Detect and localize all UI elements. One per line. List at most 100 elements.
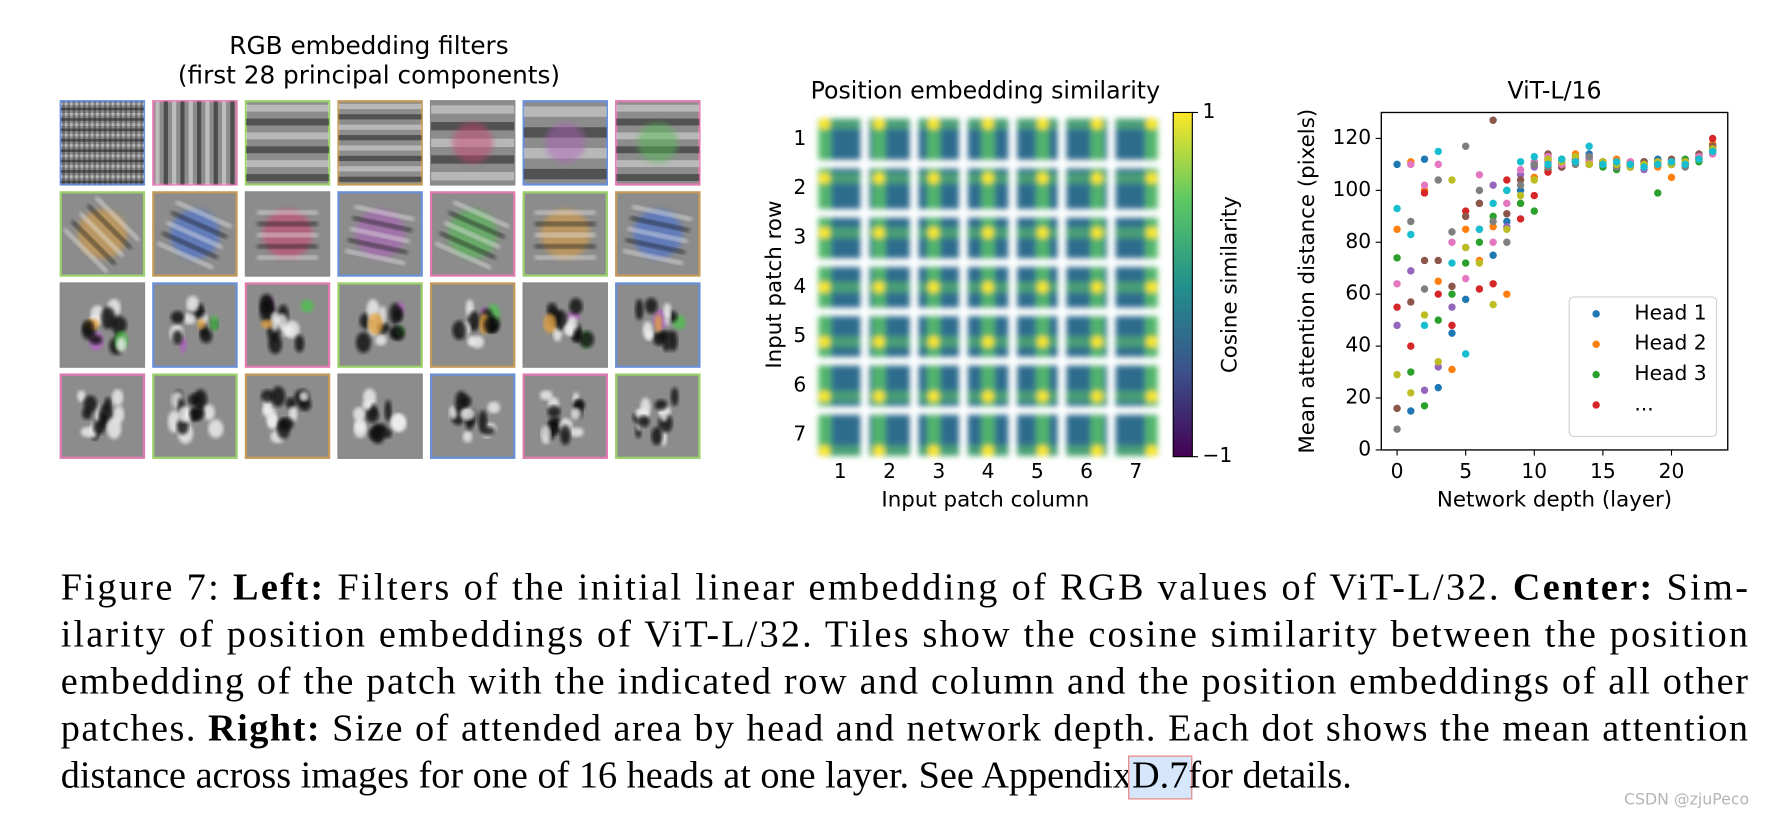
tile-peak — [1091, 336, 1103, 348]
data-point — [1708, 134, 1717, 143]
filter-image — [429, 373, 516, 459]
caption-line: ilarity of position embeddings of ViT-L/… — [61, 613, 1748, 655]
stripe — [443, 220, 501, 250]
stripe — [534, 232, 596, 238]
tile-band — [1115, 281, 1157, 293]
stripe — [448, 210, 506, 240]
similarity-tile — [967, 168, 1009, 209]
blob — [654, 314, 662, 333]
filter-bg — [152, 282, 238, 368]
similarity-tile — [918, 168, 960, 209]
data-point — [1434, 363, 1442, 371]
data-point — [1516, 158, 1525, 166]
stripe — [452, 200, 511, 229]
tile-band — [1066, 227, 1107, 239]
blob — [662, 338, 671, 352]
filter-pattern — [259, 293, 314, 354]
blob — [457, 395, 472, 408]
tile-band — [869, 118, 910, 130]
filter-image — [615, 282, 701, 368]
tile-peak — [1036, 227, 1049, 239]
similarity-tile — [869, 316, 910, 357]
data-point — [1420, 386, 1429, 394]
blob — [391, 325, 405, 341]
stripe — [534, 210, 596, 215]
tile-band — [869, 445, 910, 457]
caption-text: Size of attended area by head and networ… — [321, 707, 1748, 749]
tile-peak — [1036, 172, 1049, 184]
similarity-tile — [817, 365, 861, 407]
x-tick-label: 3 — [932, 459, 945, 483]
y-axis-label: Input patch row — [762, 201, 787, 369]
stripe — [616, 118, 700, 126]
data-point — [1489, 280, 1497, 288]
tile-peak — [873, 281, 885, 293]
tint — [544, 122, 586, 164]
data-point — [1530, 191, 1538, 200]
tile-peak — [927, 445, 940, 457]
legend-box — [1568, 296, 1718, 437]
filter-image — [152, 282, 238, 368]
stripe — [257, 244, 318, 249]
tile-band — [1066, 336, 1107, 348]
tile-peak — [927, 281, 940, 293]
data-point — [1516, 215, 1525, 223]
filter-pattern — [539, 390, 585, 446]
filter-bg — [152, 373, 238, 459]
stripe — [534, 255, 596, 260]
data-point — [1393, 370, 1401, 379]
y-tick-label: 60 — [1345, 281, 1371, 305]
tile-peak — [1145, 281, 1158, 293]
blob — [93, 420, 106, 435]
blob — [462, 430, 473, 443]
filter-image — [429, 282, 516, 368]
filter-image — [59, 282, 146, 368]
filter-bg — [244, 373, 331, 459]
similarity-tile — [869, 414, 910, 457]
data-point — [1393, 204, 1401, 213]
blob — [470, 335, 485, 349]
stripe — [103, 101, 107, 185]
similarity-tile — [1017, 118, 1058, 160]
blob — [170, 311, 185, 324]
data-point — [1461, 142, 1470, 150]
x-tick-label: 0 — [1391, 459, 1404, 483]
stripe — [119, 101, 123, 185]
stripe — [114, 101, 117, 185]
data-point — [1489, 238, 1497, 246]
legend-marker — [1592, 340, 1600, 348]
stripe — [140, 101, 143, 185]
stripe — [60, 180, 144, 184]
data-point — [1503, 199, 1511, 208]
blob — [282, 325, 293, 337]
blob — [81, 407, 93, 420]
data-point — [1475, 259, 1484, 267]
watermark: CSDN @zjuPeco — [1624, 789, 1749, 808]
tile-band — [1115, 118, 1157, 130]
tile-peak — [1091, 118, 1103, 130]
data-point — [1407, 217, 1415, 226]
filter-pattern — [169, 295, 219, 354]
tile-band — [869, 227, 910, 239]
data-point — [1516, 165, 1525, 174]
data-point — [1461, 212, 1470, 221]
tile-peak — [982, 118, 994, 130]
data-point — [1503, 176, 1511, 184]
filter-bg — [337, 100, 423, 186]
similarity-tile — [918, 118, 960, 160]
blob — [539, 390, 553, 401]
data-point — [1475, 186, 1484, 195]
filter-pattern — [60, 101, 144, 185]
tile-peak — [873, 172, 885, 184]
stripe — [70, 219, 117, 266]
link-highlight — [1127, 755, 1193, 800]
data-point — [1448, 238, 1456, 246]
blob — [208, 419, 224, 439]
stripe — [205, 101, 210, 185]
stripe — [245, 146, 330, 154]
stripe — [78, 211, 125, 258]
similarity-tile — [1115, 168, 1159, 209]
stripe — [257, 255, 318, 260]
data-point — [1434, 160, 1442, 169]
caption-link[interactable]: D.7 — [1132, 754, 1188, 796]
